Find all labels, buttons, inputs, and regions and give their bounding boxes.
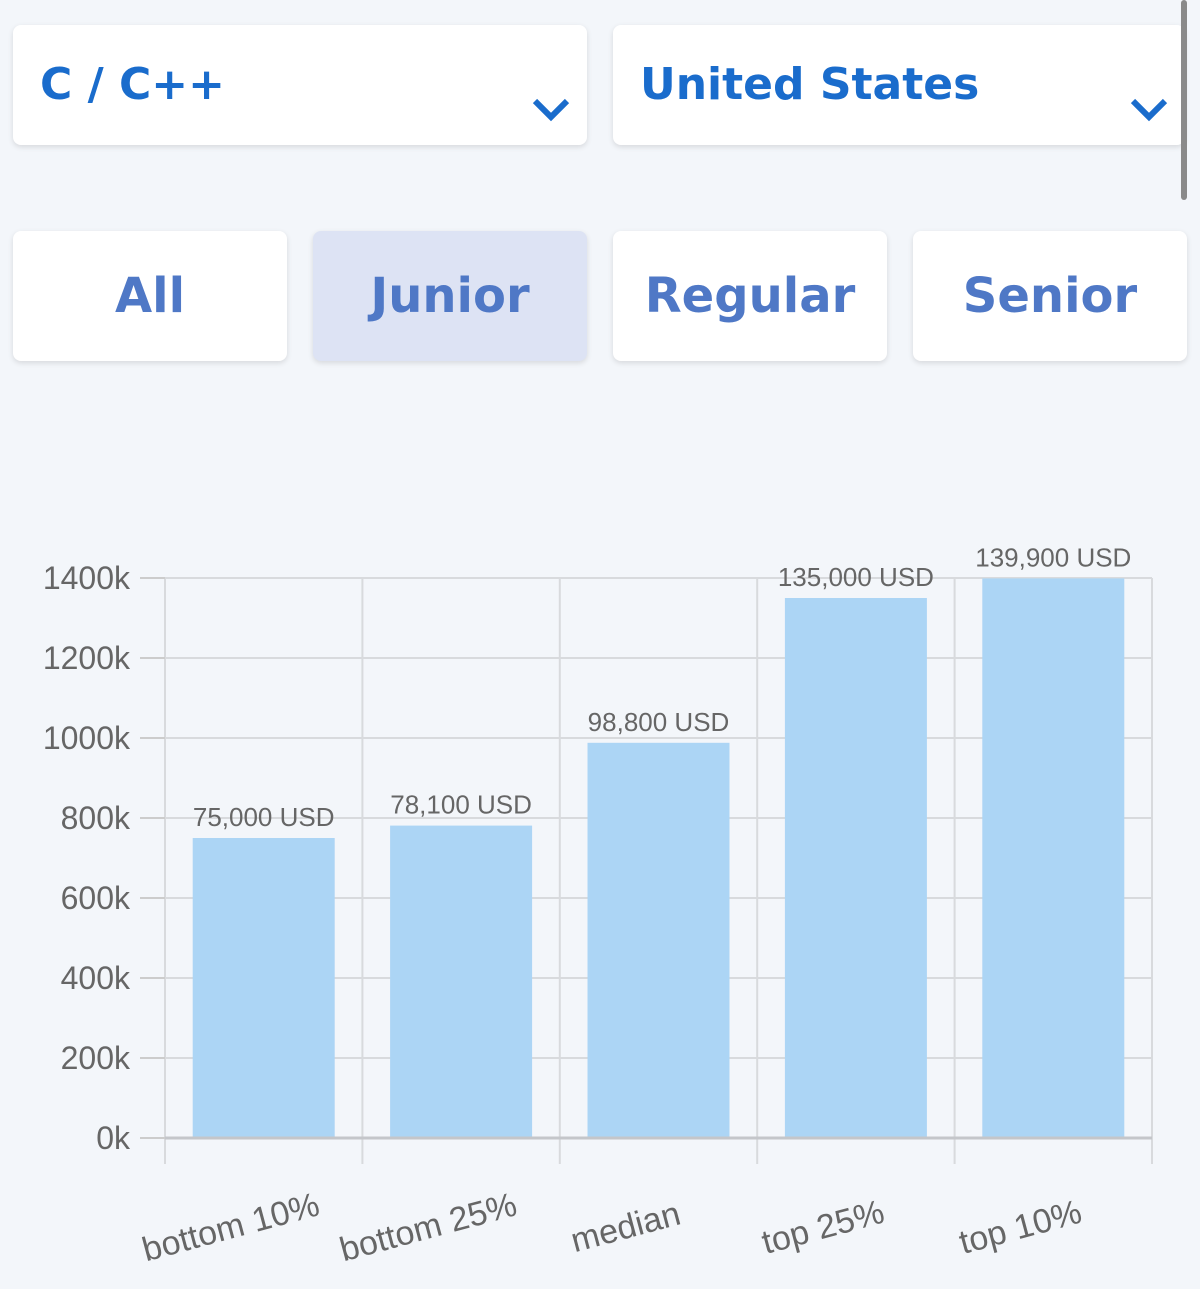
bar	[192, 838, 335, 1138]
level-button[interactable]: All	[13, 231, 287, 361]
language-value: C / C++	[40, 59, 226, 110]
bar	[390, 825, 533, 1138]
country-value: United States	[640, 59, 980, 110]
y-tick-label: 0k	[96, 1120, 131, 1156]
y-tick-label: 800k	[61, 800, 131, 836]
y-tick-label: 1400k	[43, 560, 131, 596]
value-label: 78,100 USD	[390, 790, 532, 820]
value-label: 135,000 USD	[778, 562, 934, 592]
language-select[interactable]: C / C++	[13, 25, 587, 145]
y-tick-label: 1000k	[43, 720, 131, 756]
bar	[982, 578, 1125, 1138]
level-button[interactable]: Senior	[913, 231, 1187, 361]
value-label: 75,000 USD	[193, 802, 335, 832]
chevron	[1130, 98, 1168, 122]
x-tick-label: bottom 10%	[138, 1186, 323, 1270]
x-tick-label: top 25%	[758, 1193, 888, 1262]
chevron	[532, 98, 570, 122]
scrollbar	[1181, 0, 1187, 200]
x-tick-label: median	[567, 1195, 685, 1261]
level-button[interactable]: Regular	[613, 231, 887, 361]
y-tick-label: 1200k	[43, 640, 131, 676]
value-label: 98,800 USD	[588, 707, 730, 737]
value-label: 139,900 USD	[975, 542, 1131, 572]
y-tick-label: 400k	[61, 960, 131, 996]
bar	[784, 598, 927, 1138]
x-tick-label: top 10%	[955, 1193, 1085, 1262]
y-tick-label: 600k	[61, 880, 131, 916]
y-tick-label: 200k	[61, 1040, 131, 1076]
country-select[interactable]: United States	[613, 25, 1185, 145]
bar	[587, 742, 730, 1138]
x-tick-label: bottom 25%	[336, 1186, 521, 1270]
level-button[interactable]: Junior	[313, 231, 587, 361]
